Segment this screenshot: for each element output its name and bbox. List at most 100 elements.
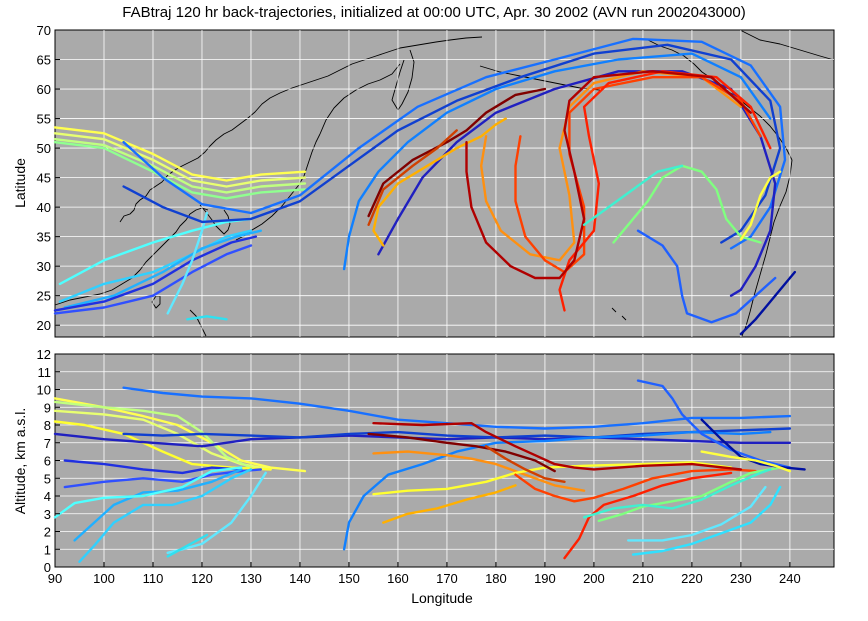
map-trajectory-line [465, 70, 752, 280]
coastline-japan [235, 133, 321, 241]
altitude-x-tick-label: 90 [48, 571, 62, 586]
altitude-x-tick-label: 140 [289, 571, 311, 586]
altitude-trajectory-line [627, 485, 767, 542]
map-trajectory-line [582, 164, 684, 226]
altitude-x-tick-label: 200 [583, 571, 605, 586]
altitude-trajectory-line [563, 471, 733, 560]
altitude-trajectory-line [63, 468, 262, 489]
altitude-trajectory-line [372, 450, 586, 492]
altitude-trajectory-line [342, 430, 772, 551]
altitude-y-tick-label: 9 [44, 400, 51, 415]
map-trajectory-line [367, 129, 458, 226]
altitude-y-tick-label: 0 [44, 560, 51, 575]
map-y-tick-label: 60 [37, 82, 51, 97]
map-trajectory-line [739, 270, 796, 336]
map-y-tick-label: 65 [37, 53, 51, 68]
coastline-china [54, 207, 209, 306]
altitude-x-tick-label: 210 [632, 571, 654, 586]
altitude-x-tick-label: 130 [240, 571, 262, 586]
altitude-trajectory-line [700, 450, 792, 473]
map-panel: 20 25 30 35 40 45 50 55 60 65 70 Latitude [12, 23, 835, 338]
map-y-tick-label: 20 [37, 318, 51, 333]
map-y-tick-label: 45 [37, 171, 51, 186]
map-trajectories [53, 37, 796, 336]
coastline-taiwan [151, 295, 161, 309]
altitude-y-tick-label: 1 [44, 542, 51, 557]
altitude-trajectory-line [53, 466, 243, 519]
map-trajectory-line [53, 244, 253, 315]
altitude-x-tick-label: 150 [338, 571, 360, 586]
map-trajectory-line [372, 117, 507, 247]
coastline-philippines [189, 309, 207, 337]
map-y-axis-label: Latitude [12, 158, 28, 208]
altitude-y-tick-label: 5 [44, 471, 51, 486]
altitude-trajectory-line [372, 461, 733, 496]
map-trajectory-line [58, 217, 253, 286]
altitude-x-tick-label: 170 [436, 571, 458, 586]
altitude-x-tick-label: 190 [534, 571, 556, 586]
altitude-trajectory-line [484, 445, 566, 483]
altitude-x-tick-label: 240 [779, 571, 801, 586]
map-trajectory-line [739, 170, 782, 241]
altitude-trajectory-line [78, 468, 253, 563]
map-trajectory-line [377, 70, 777, 297]
altitude-y-tick-label: 2 [44, 525, 51, 540]
altitude-trajectory-line [382, 484, 517, 524]
map-trajectory-line [53, 138, 307, 194]
map-trajectory-line [342, 52, 772, 271]
altitude-y-tick-label: 8 [44, 418, 51, 433]
map-trajectory-line [58, 229, 253, 303]
map-trajectory-line [558, 70, 772, 312]
map-trajectory-line [612, 164, 762, 244]
map-y-tick-label: 25 [37, 289, 51, 304]
altitude-trajectory-line [73, 468, 243, 542]
altitude-x-tick-label: 100 [93, 571, 115, 586]
altitude-x-tick-label: 180 [485, 571, 507, 586]
map-trajectory-line [186, 315, 228, 321]
map-y-tick-label: 30 [37, 259, 51, 274]
map-trajectory-line [53, 132, 307, 188]
altitude-trajectory-line [514, 468, 757, 503]
map-y-ticks: 20 25 30 35 40 45 50 55 60 65 70 [37, 23, 60, 333]
altitude-trajectory-line [372, 422, 743, 471]
altitude-x-tick-label: 160 [387, 571, 409, 586]
altitude-trajectory-line [367, 432, 556, 473]
map-trajectory-line [514, 76, 762, 274]
map-trajectory-line [122, 37, 787, 250]
altitude-y-tick-label: 6 [44, 454, 51, 469]
altitude-y-tick-label: 4 [44, 489, 51, 504]
coastline-aleutians [479, 65, 601, 91]
map-trajectory-line [122, 43, 782, 244]
altitude-y-axis-label: Altitude, km a.s.l. [12, 408, 28, 515]
chart-title: FABtraj 120 hr back-trajectories, initia… [122, 4, 745, 21]
map-trajectory-line [53, 126, 307, 182]
map-y-tick-label: 55 [37, 112, 51, 127]
map-trajectory-line [63, 229, 262, 309]
coastline-asia [119, 36, 483, 223]
x-axis-label: Longitude [411, 590, 473, 606]
map-y-tick-label: 35 [37, 230, 51, 245]
coastline-sea-okhotsk [319, 63, 401, 135]
altitude-trajectory-line [582, 468, 772, 519]
altitude-y-tick-label: 7 [44, 436, 51, 451]
altitude-y-tick-label: 12 [37, 347, 51, 362]
map-y-tick-label: 50 [37, 141, 51, 156]
map-y-tick-label: 40 [37, 200, 51, 215]
map-trajectory-line [166, 211, 209, 315]
altitude-x-ticks: 90 100 110 120 130 140 150 160 170 180 190 200 210 22… [48, 562, 801, 586]
altitude-trajectory-line [636, 379, 792, 469]
map-y-tick-label: 70 [37, 23, 51, 38]
coastline-hawaii [611, 307, 627, 321]
altitude-trajectory-line [63, 459, 243, 475]
altitude-x-tick-label: 220 [681, 571, 703, 586]
map-trajectory-line [53, 235, 258, 312]
altitude-trajectories [53, 379, 806, 563]
altitude-x-tick-label: 110 [143, 571, 164, 586]
altitude-y-tick-label: 10 [37, 383, 51, 398]
altitude-x-tick-label: 120 [191, 571, 213, 586]
altitude-y-tick-label: 11 [38, 365, 52, 380]
map-trajectory-line [53, 141, 307, 200]
